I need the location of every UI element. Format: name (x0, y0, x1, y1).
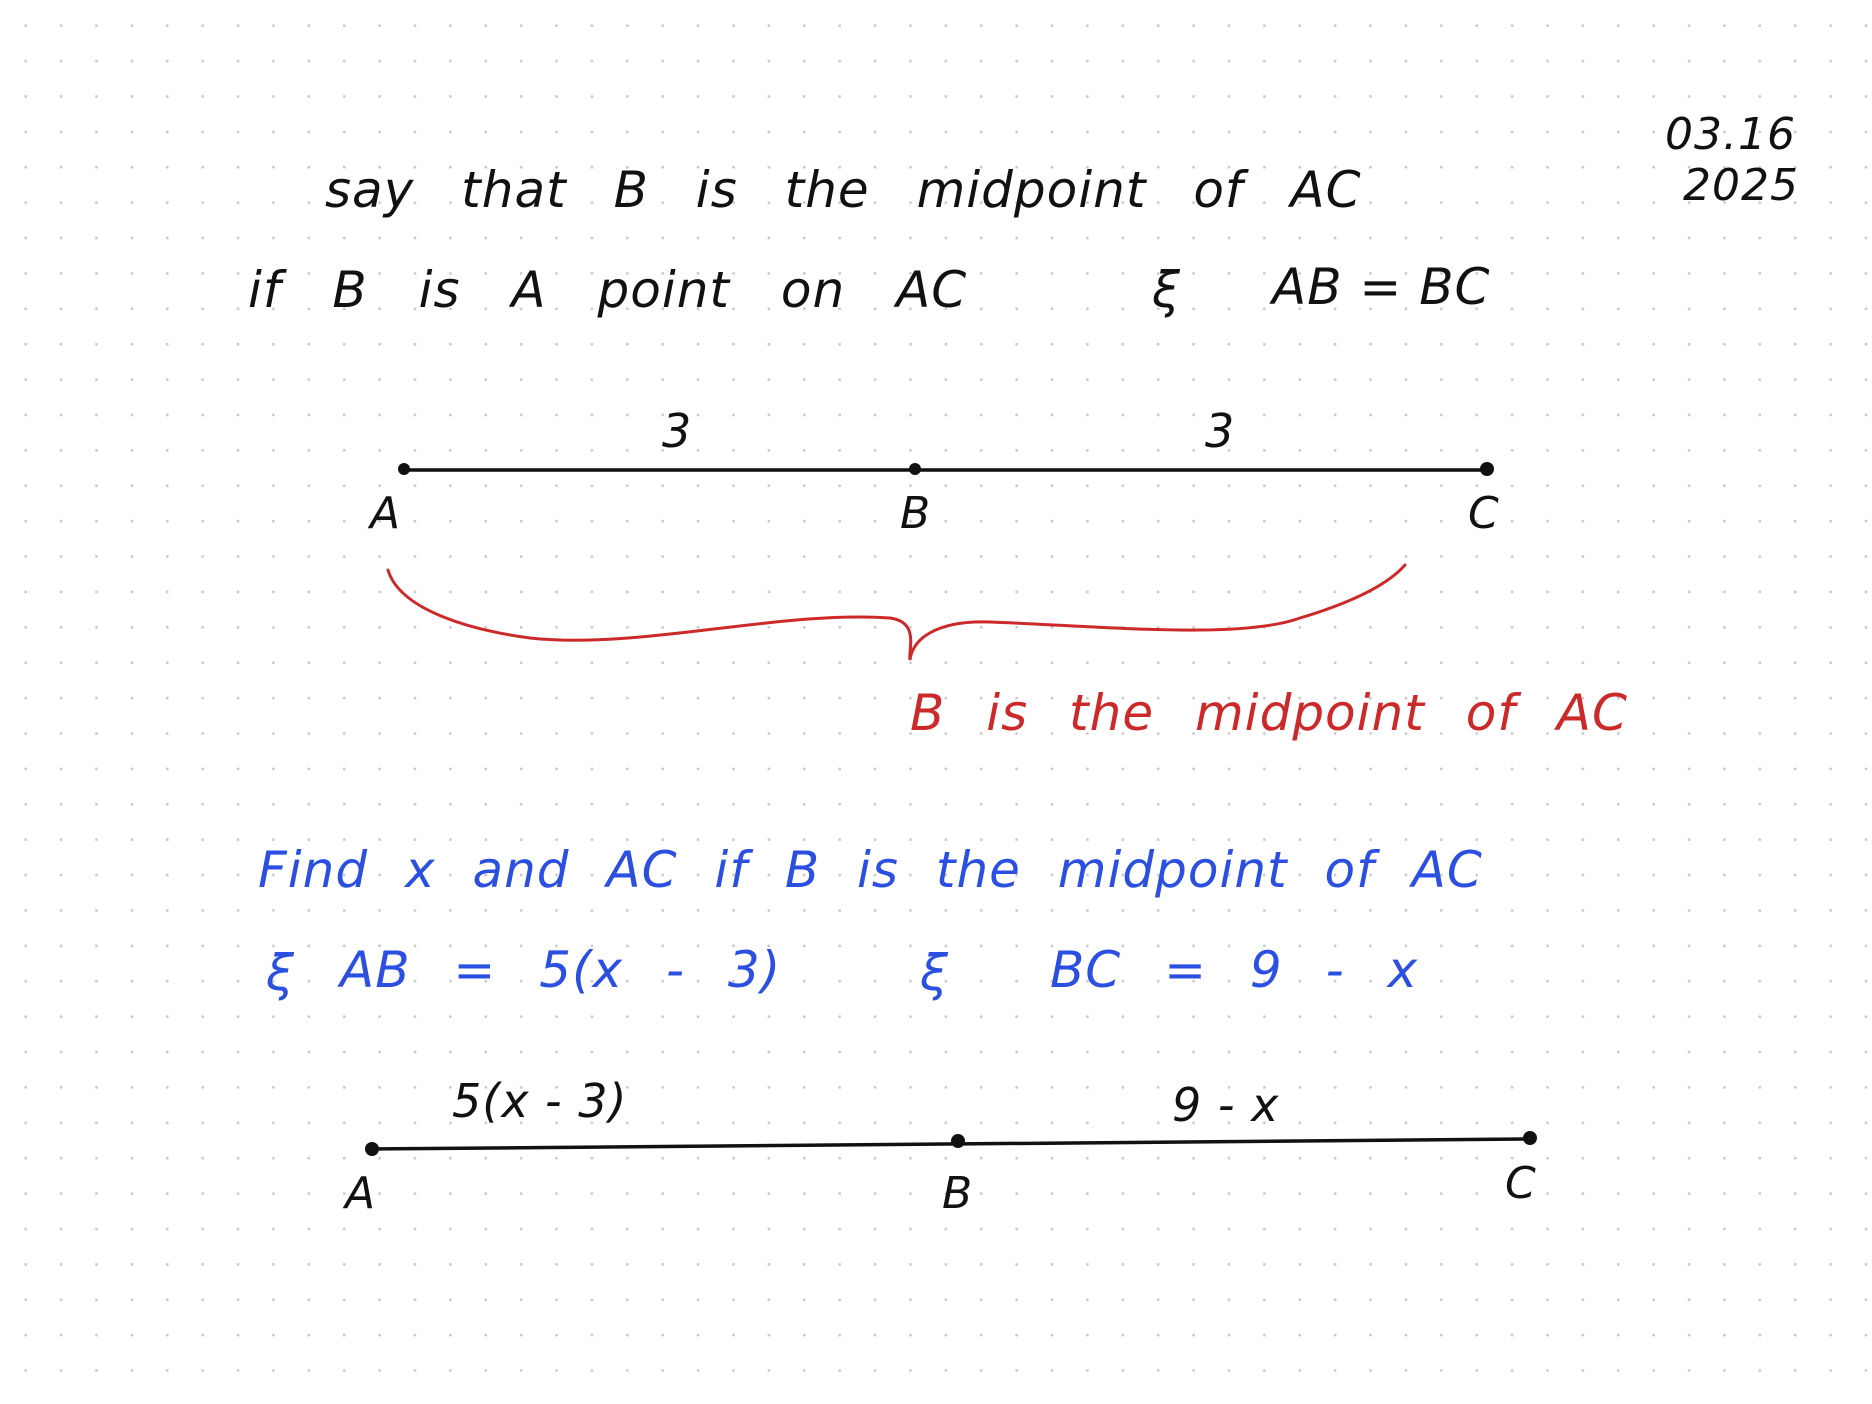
point-b-dot-2 (951, 1134, 965, 1148)
and-symbol: ξ (1152, 261, 1181, 319)
point-a-label-2: A (345, 1168, 377, 1219)
point-a-dot-2 (365, 1142, 379, 1156)
point-c-label: C (1468, 488, 1500, 539)
definition-line-2-end: AB = BC (1272, 258, 1491, 316)
point-b-label-2: B (942, 1168, 974, 1219)
point-a-label: A (370, 488, 402, 539)
equation-bc: BC = 9 - x (1050, 941, 1419, 999)
date-line-1: 03.16 (1665, 109, 1796, 160)
segment-bc-expression: 9 - x (1172, 1078, 1280, 1132)
segment-bc-length: 3 (1205, 404, 1236, 458)
segment-ab-expression: 5(x - 3) (452, 1074, 628, 1128)
equation-ab: AB = 5(x - 3) (340, 941, 782, 999)
problem-and-symbol-2: ξ (920, 944, 949, 1002)
segment-ab-length: 3 (662, 404, 693, 458)
point-a-dot (398, 463, 410, 475)
definition-line-2-start: if B is A point on AC (248, 261, 968, 319)
point-c-dot-2 (1523, 1131, 1537, 1145)
point-c-dot (1480, 462, 1494, 476)
segment-ac-line-2 (370, 1137, 1532, 1151)
problem-and-symbol-1: ξ (266, 944, 295, 1002)
definition-line-1: say that B is the midpoint of AC (325, 161, 1362, 219)
midpoint-note: B is the midpoint of AC (910, 684, 1628, 742)
problem-line-1: Find x and AC if B is the midpoint of AC (258, 841, 1483, 899)
date-line-2: 2025 (1683, 160, 1799, 211)
midpoint-brace (386, 563, 1407, 661)
point-b-dot (909, 463, 921, 475)
point-b-label: B (900, 488, 932, 539)
point-c-label-2: C (1505, 1158, 1537, 1209)
